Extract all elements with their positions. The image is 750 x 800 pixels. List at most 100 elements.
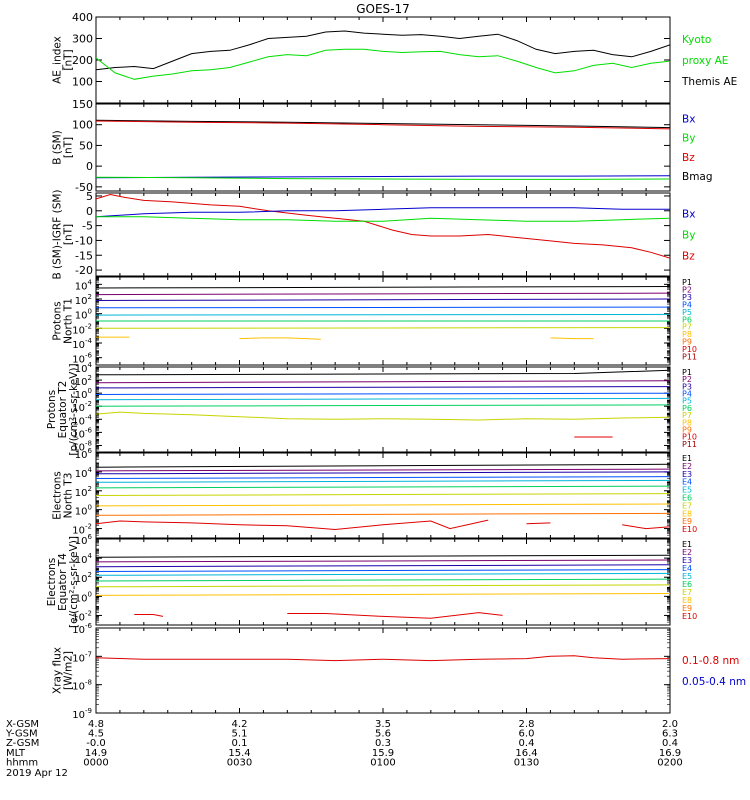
legend-entry: E3 <box>682 556 692 565</box>
x-tick-value: 4.5 <box>88 729 104 740</box>
legend-entry: P7 <box>682 323 692 332</box>
x-tick-value: 15.4 <box>228 748 250 759</box>
series-line <box>96 216 670 222</box>
legend-entry: P3 <box>682 382 692 391</box>
panel-frame <box>95 16 671 104</box>
x-tick-value: 0030 <box>227 757 252 768</box>
y-axis-label: Equator T4 <box>57 553 69 611</box>
panel-1: 100 200 300 400 AE_index [nT] Kyoto proxy AE The… <box>52 11 737 104</box>
series-line <box>96 286 670 289</box>
legend-entry: E10 <box>682 612 697 621</box>
series-line <box>96 386 670 389</box>
y-tick-label: 10-4 <box>72 337 92 351</box>
panel-2: -50 0 50 100 150 B (SM) [nT] Bx By Bz Bmag <box>52 98 713 194</box>
legend-entry: P5 <box>682 397 692 406</box>
y-axis-label: Electrons <box>52 471 64 520</box>
y-tick-label: 100 <box>75 590 92 604</box>
legend-entry: proxy AE <box>682 55 728 67</box>
y-tick-label: 100 <box>75 387 92 401</box>
series-line <box>96 119 670 129</box>
y-axis-label: B (SM) <box>52 130 64 164</box>
y-axis-label: Protons <box>46 390 58 429</box>
series-line <box>96 30 670 71</box>
y-tick-label: 100 <box>72 119 93 132</box>
y-tick-label: 102 <box>75 485 92 499</box>
y-tick-label: 10-8 <box>72 679 92 693</box>
x-tick-value: 5.6 <box>375 729 391 740</box>
legend-entry: E5 <box>682 572 692 581</box>
x-tick-value: 4.2 <box>232 719 248 730</box>
legend-entry: P1 <box>682 368 692 377</box>
series-line <box>96 380 670 384</box>
y-tick-label: 106 <box>75 447 93 461</box>
y-axis-label: North T3 <box>63 473 75 519</box>
legend-entry: E8 <box>682 596 692 605</box>
y-axis-label: [W/m2] <box>63 651 75 690</box>
y-tick-label: 300 <box>72 33 93 46</box>
y-tick-label: 10-2 <box>72 523 92 537</box>
legend-entry: 0.05-0.4 nm <box>682 676 746 688</box>
series-line <box>526 522 551 525</box>
series-line <box>134 614 164 617</box>
y-axis-label: [nT] <box>63 137 75 158</box>
y-tick-label: 10-6 <box>72 426 92 440</box>
series-line <box>96 512 670 516</box>
series-line <box>96 313 670 316</box>
y-tick-label: 104 <box>75 466 93 480</box>
series-line <box>96 463 670 468</box>
x-row-label: Z-GSM <box>6 738 39 749</box>
y-tick-label: 100 <box>75 504 92 518</box>
y-tick-label: 10-6 <box>72 622 92 636</box>
legend-entry: Bz <box>682 152 695 164</box>
y-tick-label: 100 <box>72 76 93 89</box>
y-tick-label: 50 <box>79 139 93 152</box>
y-tick-label: 102 <box>75 374 92 388</box>
series-line <box>287 612 503 619</box>
legend-entry: P11 <box>682 353 697 362</box>
legend-entry: E1 <box>682 540 692 549</box>
legend-entry: E5 <box>682 486 692 495</box>
series-line <box>96 479 670 483</box>
legend-entry: E4 <box>682 564 692 573</box>
series-line <box>96 655 670 662</box>
x-tick-value: 0100 <box>370 757 395 768</box>
y-axis-label: Protons <box>52 301 64 340</box>
x-tick-value: 3.5 <box>375 719 391 730</box>
x-tick-value: 0.4 <box>519 738 535 749</box>
y-tick-label: 200 <box>72 54 93 67</box>
series-line <box>96 503 670 507</box>
series-line <box>96 493 670 496</box>
legend-entry: P10 <box>682 345 697 354</box>
series-line <box>96 292 670 296</box>
legend-entry: P9 <box>682 338 692 347</box>
y-tick-label: 104 <box>75 361 93 375</box>
legend-entry: P6 <box>682 315 692 324</box>
legend-entry: E10 <box>682 525 697 534</box>
panel-8: 10-6 10-7 10-8 10-9 Xray flux [W/m2] 0.1-0.8 n… <box>52 622 747 721</box>
series-line <box>96 392 670 395</box>
x-tick-value: 14.9 <box>85 748 107 759</box>
x-axis-labels: X-GSM 4.8 4.2 3.5 2.8 2.0 Y-GSM 4.5 5.1 5.6 6.0 6.3… <box>5 719 683 779</box>
y-axis-label: North T1 <box>63 298 75 344</box>
series-line <box>96 468 670 472</box>
plot-title: GOES-17 <box>356 2 410 16</box>
legend-entry: P9 <box>682 425 692 434</box>
series-line <box>96 476 670 479</box>
legend-entry: Bmag <box>682 171 713 183</box>
series-line <box>96 485 670 489</box>
y-tick-label: 106 <box>75 533 93 547</box>
legend-entry: E8 <box>682 509 692 518</box>
x-tick-value: 5.1 <box>232 729 248 740</box>
series-line <box>96 48 670 80</box>
legend-entry: Bx <box>682 113 695 125</box>
legend-entry: E9 <box>682 604 692 613</box>
legend-entry: P7 <box>682 411 692 420</box>
series-line <box>96 397 670 401</box>
series-line <box>96 404 670 407</box>
legend-entry: E3 <box>682 470 692 479</box>
series-line <box>622 524 670 530</box>
series-line <box>96 369 670 376</box>
y-tick-label: 10-4 <box>72 413 92 427</box>
series-line <box>96 564 670 568</box>
legend-entry: P4 <box>682 300 692 309</box>
